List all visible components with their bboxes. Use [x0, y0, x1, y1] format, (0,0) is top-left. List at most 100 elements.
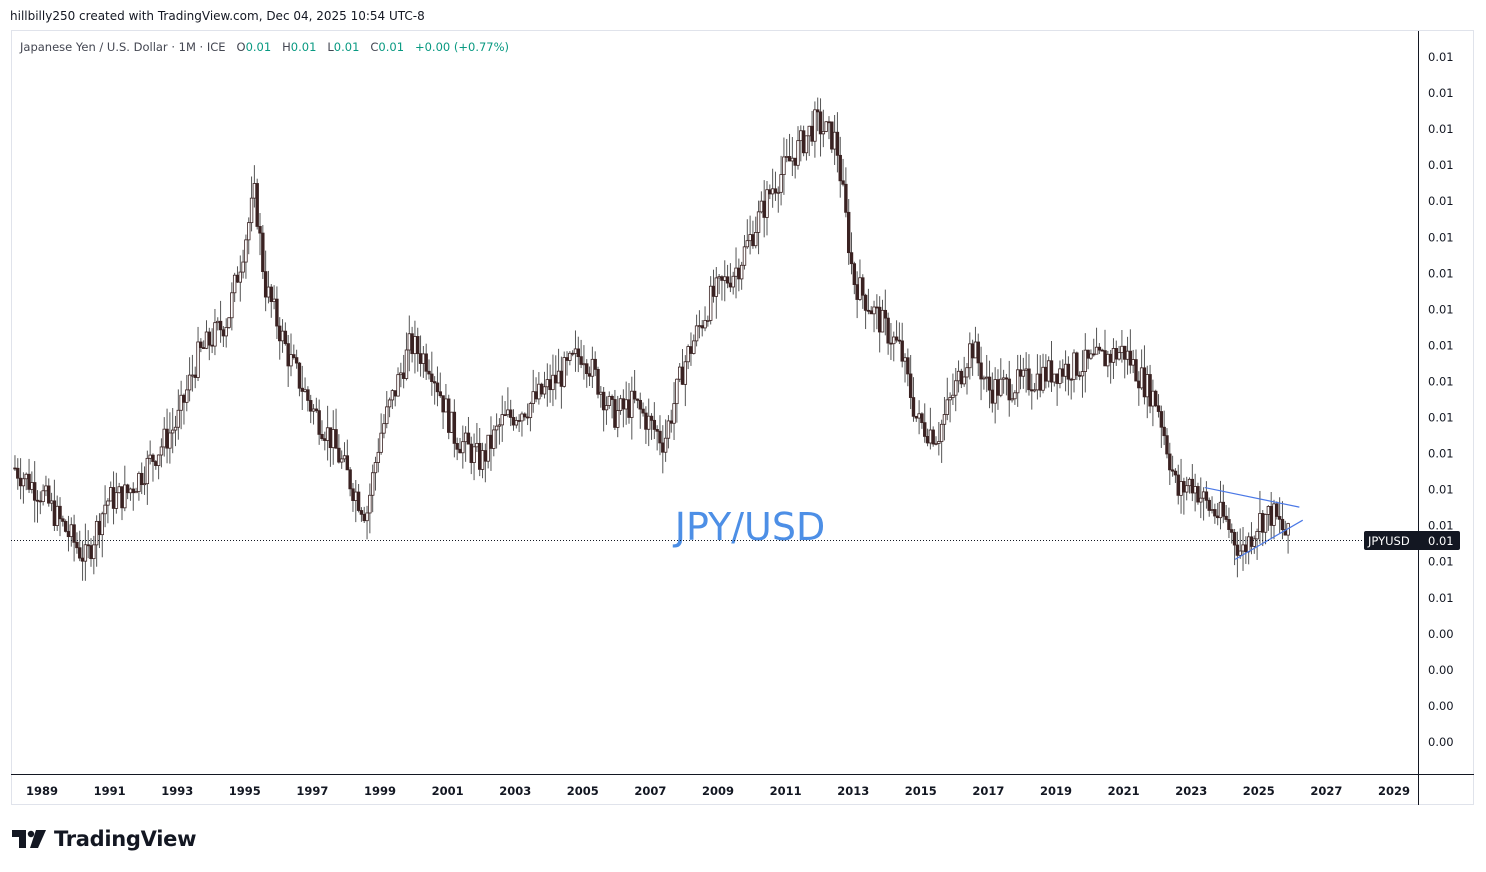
candle-body — [280, 330, 285, 342]
time-tick-label: 1997 — [296, 784, 328, 798]
tradingview-logo[interactable]: TradingView — [12, 827, 196, 851]
trendline[interactable] — [1204, 486, 1300, 508]
candle-body — [1154, 390, 1158, 407]
candle-body — [1182, 481, 1186, 493]
candle-body — [111, 487, 116, 509]
candle-body — [66, 531, 71, 538]
candle-body — [1015, 369, 1020, 394]
candle-body — [204, 331, 209, 349]
candle-body — [1210, 509, 1214, 511]
candle-body — [748, 234, 752, 242]
time-tick-label: 2007 — [634, 784, 666, 798]
candle-body — [765, 189, 769, 218]
candle-body — [1080, 371, 1085, 377]
candle-body — [227, 317, 231, 328]
candle-body — [1269, 506, 1273, 526]
price-badge: JPYUSD 0.01 — [1364, 531, 1460, 550]
candle-body — [596, 369, 600, 395]
candle-body — [230, 292, 234, 319]
tradingview-logo-icon — [12, 830, 46, 848]
candle-body — [145, 457, 150, 485]
price-axis[interactable]: 0.010.010.010.010.010.010.010.010.010.01… — [1428, 50, 1454, 749]
candle-body — [1187, 478, 1192, 487]
chart-pane[interactable] — [11, 30, 1474, 805]
candle-body — [210, 344, 214, 347]
candle-body — [649, 415, 654, 421]
time-tick-label: 2019 — [1040, 784, 1072, 798]
candle-body — [1094, 346, 1099, 355]
candle-body — [680, 366, 685, 385]
candle-body — [390, 390, 395, 401]
candle-body — [486, 434, 490, 462]
candle-body — [1125, 350, 1130, 360]
candle-body — [278, 325, 282, 342]
candle-body — [1027, 368, 1031, 391]
candle-body — [959, 370, 964, 385]
candle-body — [140, 472, 144, 486]
candle-body — [258, 226, 262, 234]
candle-body — [396, 374, 400, 397]
candle-body — [956, 370, 961, 382]
candle-body — [401, 372, 406, 379]
candle-body — [216, 320, 220, 324]
candle-body — [672, 403, 676, 424]
candle-body — [458, 448, 462, 454]
candle-body — [610, 395, 614, 400]
candle-body — [78, 547, 82, 559]
candle-body — [635, 398, 640, 401]
time-tick-label: 1989 — [26, 784, 58, 798]
candle-body — [1131, 359, 1135, 366]
candle-body — [630, 390, 634, 418]
candle-body — [785, 156, 789, 158]
candle-body — [297, 362, 302, 389]
candle-body — [692, 340, 696, 354]
candle-body — [537, 383, 541, 400]
candle-body — [30, 482, 34, 490]
price-tick-label: 0.01 — [1428, 158, 1454, 172]
price-tick-label: 0.01 — [1428, 447, 1454, 461]
candle-body — [97, 520, 102, 536]
candle-body — [435, 382, 440, 393]
candle-body — [461, 441, 465, 454]
candle-body — [576, 348, 580, 358]
candle-body — [365, 512, 369, 522]
candle-body — [123, 484, 127, 509]
candle-body — [1238, 550, 1242, 556]
candle-body — [1184, 485, 1189, 493]
price-tick-label: 0.00 — [1428, 627, 1454, 641]
candle-body — [69, 524, 73, 538]
candle-body — [514, 420, 519, 426]
candle-body — [170, 429, 175, 434]
candle-body — [241, 261, 245, 273]
time-axis[interactable]: 1989 1991 1993 1995 1997 1999 2001 2003 2005 2007… — [26, 784, 1410, 798]
candle-body — [723, 276, 727, 281]
candle-body — [894, 336, 899, 341]
candle-body — [354, 491, 358, 501]
candle-body — [261, 232, 265, 273]
trendlines[interactable] — [1204, 486, 1304, 560]
candle-body — [441, 395, 445, 413]
candle-body — [717, 276, 721, 279]
candle-body — [438, 391, 442, 397]
candle-body — [247, 222, 251, 241]
candle-body — [776, 191, 780, 194]
candle-body — [968, 343, 972, 369]
trendline[interactable] — [1234, 519, 1304, 560]
candle-body — [311, 408, 316, 412]
candle-body — [339, 458, 344, 463]
candle-body — [1148, 374, 1152, 407]
candle-body — [1193, 486, 1197, 494]
candle-body — [838, 154, 842, 182]
candle-body — [647, 415, 651, 430]
candle-body — [689, 346, 693, 354]
price-tick-label: 0.01 — [1428, 483, 1454, 497]
candle-body — [754, 232, 758, 247]
candle-body — [1108, 353, 1113, 363]
legend-open: 0.01 — [245, 40, 272, 54]
candle-body — [1058, 368, 1062, 384]
candle-body — [142, 483, 147, 486]
candle-body — [1010, 398, 1014, 401]
candle-body — [506, 409, 510, 416]
price-tick-label: 0.01 — [1428, 374, 1454, 388]
